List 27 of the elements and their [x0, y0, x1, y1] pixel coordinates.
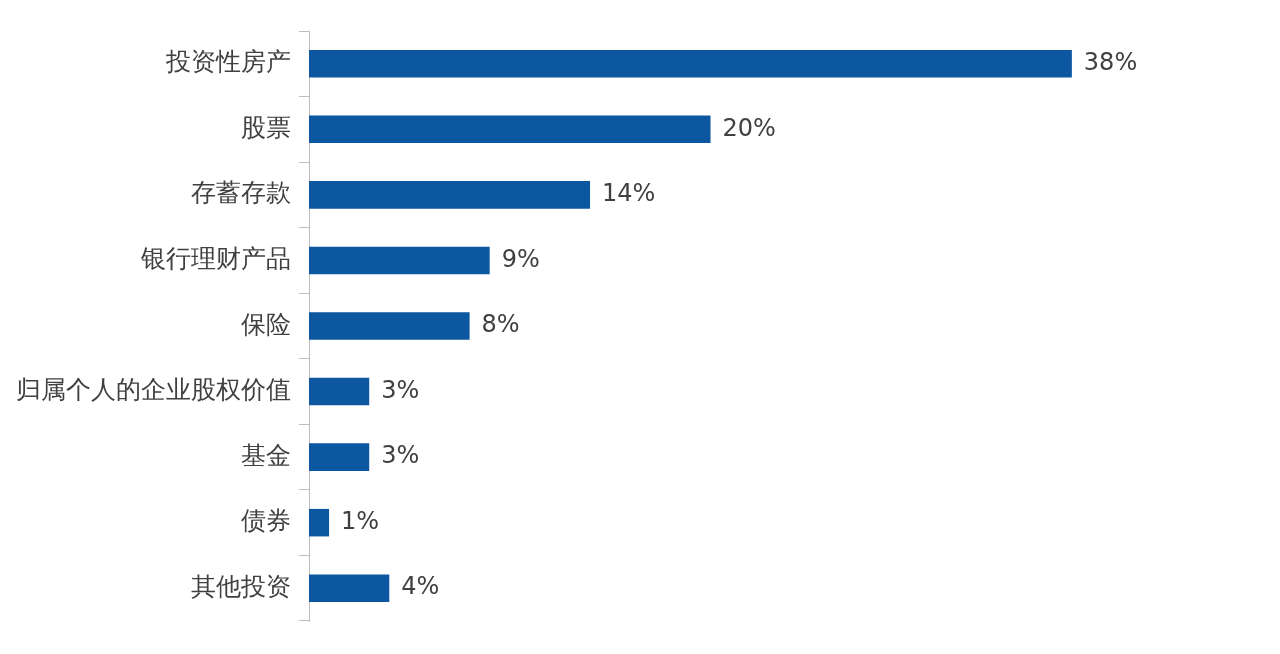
- data-label: 8%: [481, 310, 520, 339]
- bar: [309, 181, 591, 209]
- data-label: 38%: [1083, 48, 1138, 77]
- data-label: 9%: [501, 244, 540, 273]
- y-tick-label: 银行理财产品: [140, 243, 291, 273]
- data-label: 3%: [381, 441, 420, 470]
- data-label: 1%: [341, 506, 380, 535]
- bar: [309, 246, 490, 275]
- bar: [309, 508, 330, 537]
- y-tick-label: 存蓄存款: [191, 178, 291, 208]
- y-tick-label: 基金: [241, 440, 291, 470]
- bar: [309, 312, 470, 340]
- bar: [309, 50, 1072, 78]
- data-label: 20%: [722, 113, 776, 142]
- bar: [309, 377, 370, 406]
- y-tick-label: 保险: [241, 309, 291, 339]
- y-tick-label: 股票: [241, 112, 291, 142]
- bar: [309, 115, 711, 144]
- y-tick-label: 归属个人的企业股权价值: [16, 375, 291, 405]
- y-tick-label: 债券: [241, 506, 291, 536]
- data-label: 3%: [381, 375, 420, 404]
- data-label: 4%: [401, 572, 440, 601]
- bar: [309, 574, 390, 602]
- bar: [309, 443, 370, 471]
- y-tick-label: 投资性房产: [165, 47, 291, 77]
- y-tick-label: 其他投资: [191, 571, 291, 601]
- data-label: 14%: [602, 179, 656, 208]
